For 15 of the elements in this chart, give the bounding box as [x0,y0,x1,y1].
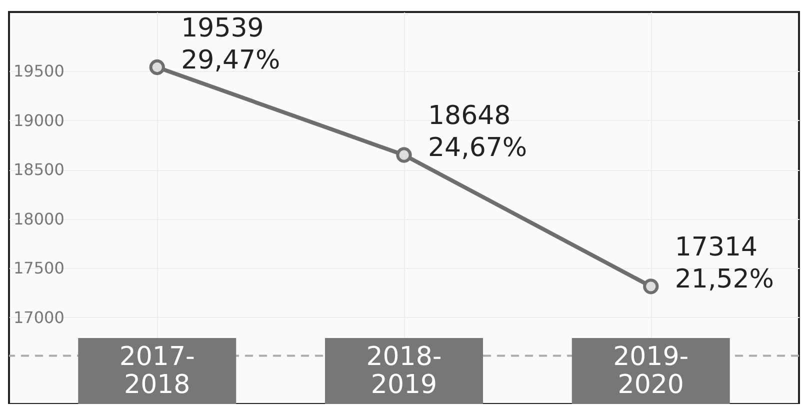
y-tick-label: 17000 [14,308,64,327]
text: 17314 21,52% [674,232,774,294]
y-tick-label: 19500 [14,62,64,81]
point [149,59,165,76]
point [643,278,659,294]
text: 18648 24,67% [428,101,528,164]
y-tick-label: 17500 [14,258,64,278]
x-tick-label: 2019-2020 [613,342,689,400]
y-tick-label: 19000 [14,110,64,130]
x-tick-label: 2017-2018 [119,342,195,400]
text: 19539 29,47% [181,13,280,76]
y-tick-label: 18000 [14,209,64,228]
point [396,147,412,163]
x-tick-label: 2018-2019 [366,342,442,400]
y-tick-label: 18500 [14,160,64,180]
